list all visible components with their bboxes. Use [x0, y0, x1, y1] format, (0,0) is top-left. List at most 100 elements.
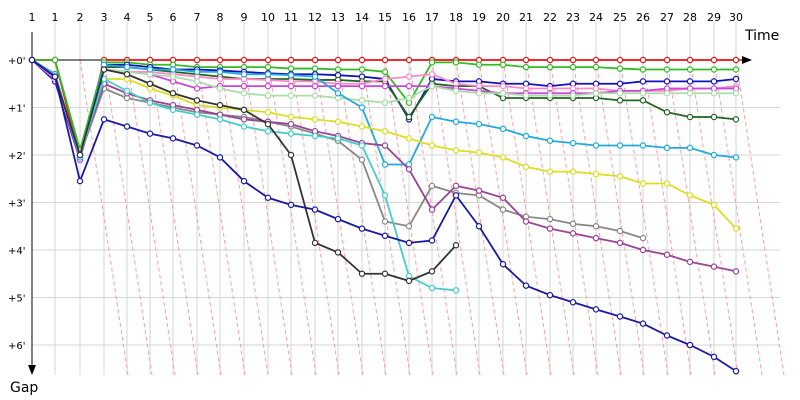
data-point [193, 97, 201, 104]
data-point [428, 59, 436, 66]
data-point [358, 66, 366, 73]
data-point [334, 82, 342, 90]
data-point [732, 268, 740, 275]
data-point [499, 154, 507, 161]
data-point [499, 82, 507, 90]
y-axis-arrow [28, 365, 36, 375]
data-point [264, 128, 272, 135]
data-point [499, 194, 507, 201]
data-point [710, 90, 718, 97]
data-point [475, 61, 483, 68]
gap-labels: +0' +1' +2' +3' +4' +5' +6' [8, 56, 26, 352]
data-point [287, 120, 295, 128]
data-point [592, 56, 600, 64]
data-point [663, 251, 671, 258]
data-point [428, 71, 436, 78]
data-point [51, 73, 59, 80]
data-point [169, 66, 177, 73]
data-point [710, 78, 718, 85]
data-point [592, 142, 600, 149]
data-point [616, 56, 624, 64]
data-point [546, 92, 554, 99]
data-point [381, 218, 389, 225]
data-point [428, 206, 436, 213]
data-point [264, 63, 272, 71]
lap-tick-label: 10 [261, 11, 275, 24]
data-point [499, 206, 507, 213]
series-0 [28, 56, 740, 161]
data-point [639, 78, 647, 85]
data-point [663, 66, 671, 73]
data-point [546, 137, 554, 144]
data-point [710, 113, 718, 121]
data-point [475, 149, 483, 156]
data-point [639, 56, 647, 64]
data-point [592, 170, 600, 178]
data-point [405, 223, 413, 230]
data-point [381, 192, 389, 199]
lap-tick-label: 17 [425, 11, 439, 24]
data-point [123, 63, 131, 71]
data-point [475, 120, 483, 128]
data-point [616, 90, 624, 97]
data-point [428, 284, 436, 292]
data-point [169, 106, 177, 114]
lap-tick-label: 5 [147, 11, 154, 24]
data-point [616, 97, 624, 104]
data-point [334, 249, 342, 256]
data-point [569, 63, 577, 71]
lap-tick-label: 23 [566, 11, 580, 24]
data-point [452, 147, 460, 154]
data-point [240, 106, 248, 114]
data-point [264, 71, 272, 78]
data-point [452, 59, 460, 66]
data-point [663, 56, 671, 64]
data-point [428, 237, 436, 244]
data-point [287, 151, 295, 159]
data-point [405, 135, 413, 142]
data-point [710, 151, 718, 159]
data-point [569, 139, 577, 147]
gap-tick-label: +0' [8, 56, 26, 67]
series [28, 56, 740, 375]
data-point [616, 142, 624, 149]
data-point [240, 116, 248, 123]
data-point [592, 63, 600, 71]
data-point [522, 132, 530, 140]
data-point [146, 66, 154, 73]
data-point [51, 56, 59, 64]
data-point [522, 63, 530, 71]
data-point [522, 92, 530, 99]
data-point [358, 82, 366, 90]
data-point [592, 234, 600, 242]
data-point [358, 104, 366, 111]
data-point [663, 180, 671, 187]
data-point [334, 56, 342, 64]
data-point [522, 56, 530, 64]
data-point [686, 78, 694, 85]
data-point [264, 76, 272, 84]
data-point [616, 239, 624, 247]
lap-labels: 1 1 2 3 4 5 6 7 8 9 10 11 12 13 14 15 16 17 18 19 20 21 22 23 24… [29, 11, 744, 24]
data-point [334, 90, 342, 97]
data-point [287, 65, 295, 72]
data-point [732, 90, 740, 97]
lap-tick-label: 6 [170, 11, 177, 24]
data-point [311, 65, 319, 72]
data-point [334, 66, 342, 73]
data-point [663, 109, 671, 116]
data-point [639, 142, 647, 149]
data-point [358, 123, 366, 130]
data-point [428, 82, 436, 90]
data-point [216, 154, 224, 161]
data-point [169, 90, 177, 97]
data-point [475, 187, 483, 194]
data-point [146, 99, 154, 106]
data-point [358, 97, 366, 104]
data-point [546, 215, 554, 223]
data-point [663, 90, 671, 97]
data-point [311, 56, 319, 64]
data-point [240, 82, 248, 90]
data-point [264, 82, 272, 90]
data-point [240, 123, 248, 130]
